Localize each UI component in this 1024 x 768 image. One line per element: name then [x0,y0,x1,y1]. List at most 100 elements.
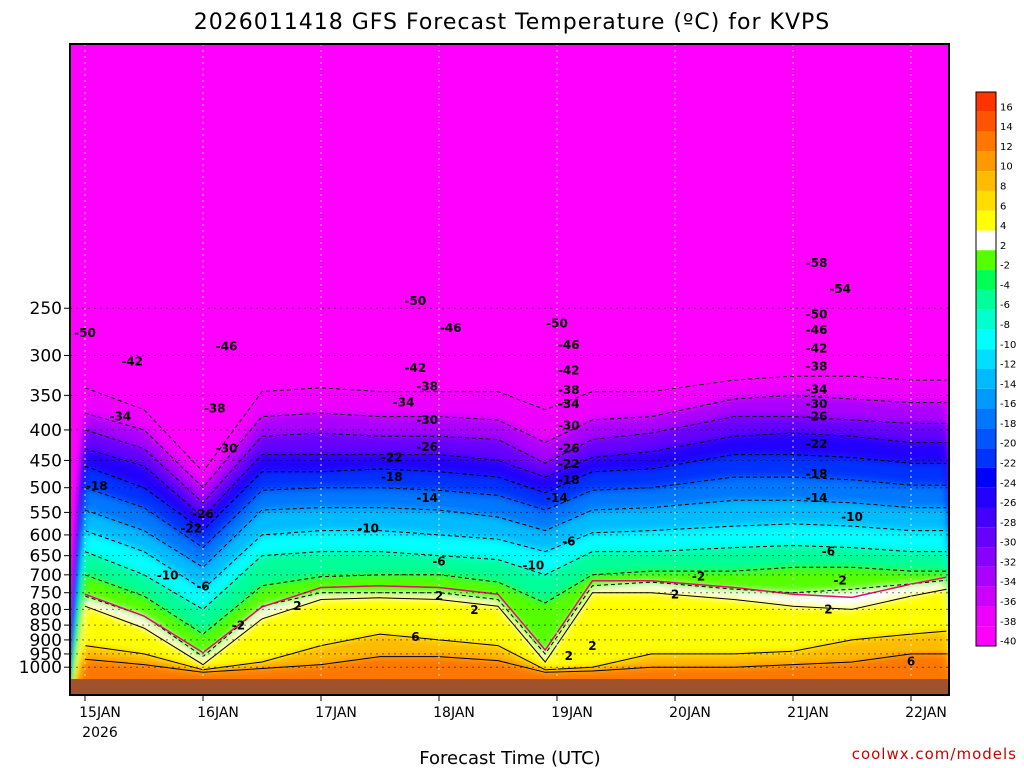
contour-label: -50 [74,326,96,340]
colorbar-swatch [976,428,996,449]
colorbar-label: -6 [1000,300,1010,311]
colorbar-swatch [976,507,996,528]
contour-label: 2 [588,639,596,653]
contour-label: 2 [824,602,832,616]
colorbar-label: 8 [1000,181,1006,192]
contour-label: -2 [232,619,245,633]
isotherm-line [84,630,947,671]
isotherm-line [84,394,947,489]
x-axis: 15JAN 16JAN 17JAN 18JAN 19JAN 20JAN 21JAN 22JAN [79,695,947,721]
colorbar-label: -32 [1000,557,1016,568]
contour-label: -22 [381,451,403,465]
x-tick-label: 22JAN [905,705,947,721]
y-axis: 2503003504004505005506006507007508008509… [19,299,70,678]
contour-label: -50 [806,307,828,321]
colorbar-label: 4 [1000,221,1006,232]
colorbar-label: 6 [1000,201,1006,212]
contour-label: -26 [416,440,438,454]
x-tick-label: 18JAN [433,705,475,721]
y-tick-label: 400 [30,421,62,441]
colorbar-label: -38 [1000,617,1016,628]
isotherm-line [84,523,947,590]
colorbar-swatch [976,329,996,350]
contour-label: -10 [523,558,545,572]
contour-label: -2 [692,570,705,584]
contour-label: -26 [558,442,580,456]
contour-label: -18 [558,473,580,487]
isotherm-line [84,454,947,532]
contour-label: -34 [393,396,415,410]
contour-label: -6 [196,579,209,593]
y-tick-label: 700 [30,566,62,586]
ground-strip [70,679,949,695]
colorbar-label: 10 [1000,162,1013,173]
y-tick-label: 250 [30,299,62,319]
contour-label: -6 [562,534,575,548]
colorbar-swatch [976,626,996,646]
colorbar-label: -20 [1000,439,1016,450]
x-tick-label: 19JAN [551,705,593,721]
colorbar-label: -18 [1000,419,1016,430]
colorbar-label: -28 [1000,518,1016,529]
colorbar-swatch [976,190,996,211]
colorbar: 16 14 12 10 8 6 4 2 -2 -4 -6 -8 -10 -12 -14 -16 -18 -20 -2… [975,91,1016,648]
y-tick-label: 650 [30,547,62,567]
colorbar-label: -24 [1000,478,1016,489]
y-tick-label: 500 [30,479,62,499]
contour-label: -42 [806,341,828,355]
isotherm-line [84,653,947,673]
contour-label: -42 [121,354,143,368]
x-tick-label: 15JAN [79,705,121,721]
colorbar-swatch [976,309,996,330]
contour-label: -14 [546,491,568,505]
contour-label: -50 [405,294,427,308]
colorbar-swatch [976,210,996,231]
y-tick-label: 450 [30,451,62,471]
colorbar-label: -30 [1000,538,1016,549]
contour-label: -46 [806,323,828,337]
y-tick-label: 900 [30,631,62,651]
contour-label: -6 [822,545,835,559]
colorbar-swatch [976,369,996,389]
colorbar-swatch [976,171,996,191]
contour-label: -34 [558,397,580,411]
contour-label: -26 [806,410,828,424]
colorbar-swatch [976,586,996,607]
contour-label: -46 [558,338,580,352]
isotherm-line [84,432,947,518]
x-axis-label: Forecast Time (UTC) [419,748,600,768]
contour-label: -6 [432,555,445,569]
contour-label: -18 [381,470,403,484]
y-tick-label: 750 [30,584,62,604]
colorbar-swatch [976,566,996,587]
contour-label: -14 [806,491,828,505]
colorbar-frame [975,91,997,647]
contour-label: -54 [829,282,851,296]
y-tick-label: 600 [30,526,62,546]
colorbar-swatch [976,547,996,567]
contour-label: 2 [470,603,478,617]
contour-label: 6 [411,630,419,644]
contour-label: -18 [806,467,828,481]
contour-label: -46 [216,340,238,354]
colorbar-label: -26 [1000,498,1016,509]
colorbar-label: -36 [1000,597,1016,608]
contour-label: -42 [405,361,427,375]
contour-label: -50 [546,316,568,330]
temperature-bands [70,44,949,695]
isotherm-line [84,476,947,549]
colorbar-label: -16 [1000,399,1016,410]
contour-label: -22 [806,437,828,451]
colorbar-label: -40 [1000,637,1016,648]
colorbar-label: -4 [1000,280,1010,291]
colorbar-label: -12 [1000,360,1016,371]
contour-label: -30 [216,442,238,456]
contour-label: -30 [416,413,438,427]
contour-label: 2 [671,587,679,601]
contour-label: -30 [806,397,828,411]
colorbar-swatch [976,527,996,548]
colorbar-swatch [976,111,996,132]
isotherm-line [84,544,947,611]
colorbar-swatch [976,606,996,627]
y-tick-label: 550 [30,503,62,523]
